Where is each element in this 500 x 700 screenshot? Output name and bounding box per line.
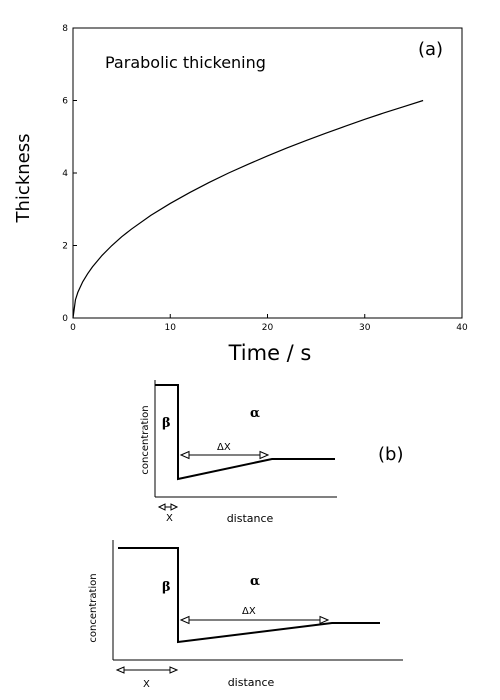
x-span-head-right xyxy=(169,666,179,674)
x-axis-label: distance xyxy=(228,676,275,689)
y-tick-label: 4 xyxy=(62,169,68,179)
x-span-head-right xyxy=(170,503,179,511)
x-tick-label: 10 xyxy=(165,323,177,333)
x-span-head-left xyxy=(115,666,125,674)
panel-label-a: (a) xyxy=(418,39,443,60)
alpha-label: α xyxy=(250,406,260,421)
chart-title: Parabolic thickening xyxy=(105,53,266,72)
beta-label: β xyxy=(162,580,171,595)
arrow-head-left xyxy=(179,615,190,625)
x-span-label: X xyxy=(143,679,150,690)
x-span-head-left xyxy=(157,503,166,511)
x-tick-label: 30 xyxy=(359,323,371,333)
alpha-label: α xyxy=(250,574,260,589)
x-axis-title: Time / s xyxy=(228,341,312,365)
diagram-top: β α ΔX concentration distance X xyxy=(140,380,337,525)
x-tick-label: 20 xyxy=(262,323,274,333)
concentration-profile xyxy=(155,384,335,481)
chart-a: 0 10 20 30 40 0 2 4 6 8 Parabolic thickening (a)… xyxy=(13,24,468,365)
arrow-head-right xyxy=(259,450,270,460)
y-tick-label: 6 xyxy=(62,97,68,107)
y-axis-title: Thickness xyxy=(13,134,34,224)
panel-label-b: (b) xyxy=(378,444,403,465)
concentration-profile xyxy=(118,547,380,644)
y-tick-label: 8 xyxy=(62,24,68,34)
delta-x-label: ΔX xyxy=(217,442,231,453)
arrow-head-left xyxy=(179,450,190,460)
delta-x-label: ΔX xyxy=(242,606,256,617)
y-axis-label: concentration xyxy=(140,405,151,474)
diagram-bottom: β α ΔX concentration distance X xyxy=(88,540,403,690)
arrow-head-right xyxy=(319,615,330,625)
x-tick-label: 0 xyxy=(70,323,76,333)
beta-label: β xyxy=(162,416,171,431)
y-axis-label: concentration xyxy=(88,573,99,642)
y-ticks: 0 2 4 6 8 xyxy=(62,24,77,324)
x-axis-label: distance xyxy=(227,512,274,525)
x-span-label: X xyxy=(166,513,173,524)
thickness-curve xyxy=(72,99,424,319)
x-ticks: 0 10 20 30 40 xyxy=(70,314,468,333)
x-tick-label: 40 xyxy=(456,323,468,333)
y-tick-label: 2 xyxy=(62,242,68,252)
y-tick-label: 0 xyxy=(62,314,68,324)
